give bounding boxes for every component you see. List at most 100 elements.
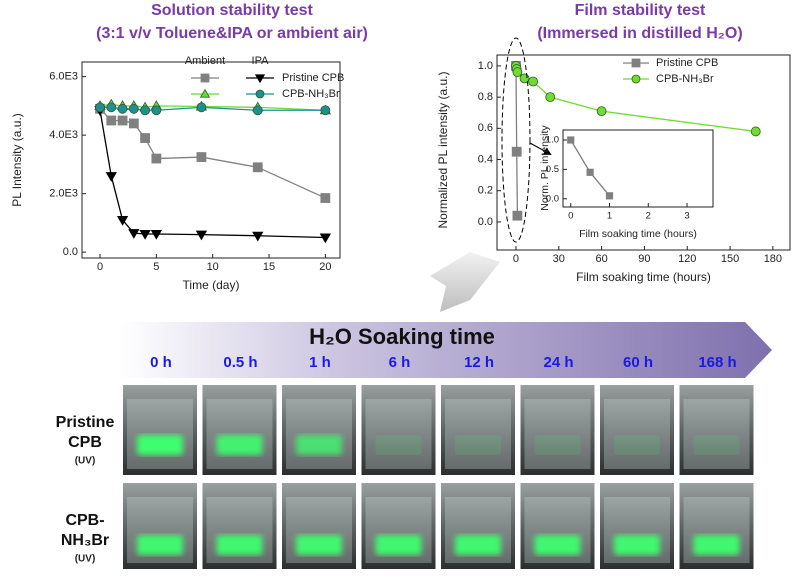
marker [117,103,128,114]
photo-liquid [683,399,750,469]
x-tick-label: 120 [678,253,696,265]
plot-area [562,129,714,208]
marker [255,89,265,99]
chart-subtitle: (3:1 v/v Toluene&IPA or ambient air) [96,25,368,42]
row-note: (UV) [75,554,96,565]
marker [605,192,614,200]
y-tick-label: 1.0 [546,135,559,146]
photo-glow [614,535,660,555]
chart-title: Film stability test [575,2,706,19]
y-tick-label: 6.0E3 [49,71,78,83]
photo [202,385,277,475]
chart-subtitle: (Immersed in distilled H₂O) [537,25,742,42]
marker [128,103,139,114]
x-axis-label: Film soaking time (hours) [576,270,711,284]
x-tick-label: 15 [263,261,275,273]
marker [195,230,208,241]
marker [95,102,105,113]
photo-glow [534,435,581,455]
x-tick-label: 5 [153,261,159,273]
marker [117,115,128,126]
time-label: 1 h [309,354,331,371]
photo [600,385,674,475]
time-label: 12 h [464,354,494,371]
marker [252,162,263,173]
marker [151,153,162,164]
marker [596,106,607,117]
time-label: 60 h [623,354,653,371]
time-label: 0.5 h [223,354,257,371]
photo-liquid [524,399,591,469]
y-tick-label: 1.0 [478,60,493,72]
x-tick-label: 0 [513,253,519,265]
row-label: CPB- [65,512,104,529]
x-tick-label: 150 [721,253,739,265]
y-axis-label: Norm. PL intensity [539,125,551,211]
y-tick-label: 0.8 [478,91,493,103]
marker [545,92,556,103]
marker [528,76,539,87]
photo-liquid [286,399,352,469]
marker [512,67,523,78]
photo-glow [296,435,342,455]
x-tick-label: 30 [553,253,565,265]
marker [252,231,264,242]
photo-liquid [127,399,193,469]
marker [196,152,207,162]
row-label: NH₃Br [61,532,109,549]
legend-label: Pristine CPB [656,57,718,69]
marker [128,118,139,129]
row-label: CPB [68,434,102,451]
marker [140,105,150,116]
time-label: 24 h [543,354,573,371]
x-tick-label: 0 [97,261,103,273]
y-tick-label: 0.6 [478,122,493,134]
row-note: (UV) [75,456,96,467]
plot-area [81,61,341,259]
time-label: 168 h [698,354,736,371]
photo [679,385,754,475]
marker [631,74,641,84]
marker [750,126,761,137]
chart-title: Solution stability test [151,2,313,19]
photo-glow [375,435,422,455]
photo-glow [137,435,183,455]
photo-glow [455,535,501,555]
photo-glow [375,535,422,555]
x-tick-label: 90 [638,253,650,265]
photo-liquid [445,399,511,469]
marker [116,215,129,226]
marker [254,74,266,84]
time-label: 6 h [389,354,411,371]
y-axis-label: Normalized PL intensity (a.u.) [436,72,450,229]
photo-glow [614,435,660,455]
marker [196,102,207,113]
photo-glow [534,535,581,555]
photo-liquid [365,399,432,469]
marker [567,136,575,144]
x-tick-label: 60 [595,253,607,265]
highlight-ellipse [501,37,531,243]
marker [106,115,117,126]
marker [150,230,163,240]
time-label: 0 h [150,354,172,371]
marker [512,210,523,221]
marker [511,146,522,157]
photo-glow [137,535,183,555]
marker [586,168,594,176]
x-tick-label: 180 [764,253,782,265]
marker [199,88,211,98]
photo-glow [693,535,740,555]
marker [320,105,331,116]
legend-header: IPA [252,55,270,67]
y-axis-label: PL Intensity (a.u.) [10,113,24,207]
y-tick-label: 0.2 [478,185,493,197]
photo [282,385,356,475]
x-tick-label: 2 [646,211,651,222]
marker [128,229,140,239]
y-tick-label: 0.0 [63,246,78,258]
marker [631,58,641,68]
x-tick-label: 3 [684,211,689,222]
photo [123,385,197,475]
